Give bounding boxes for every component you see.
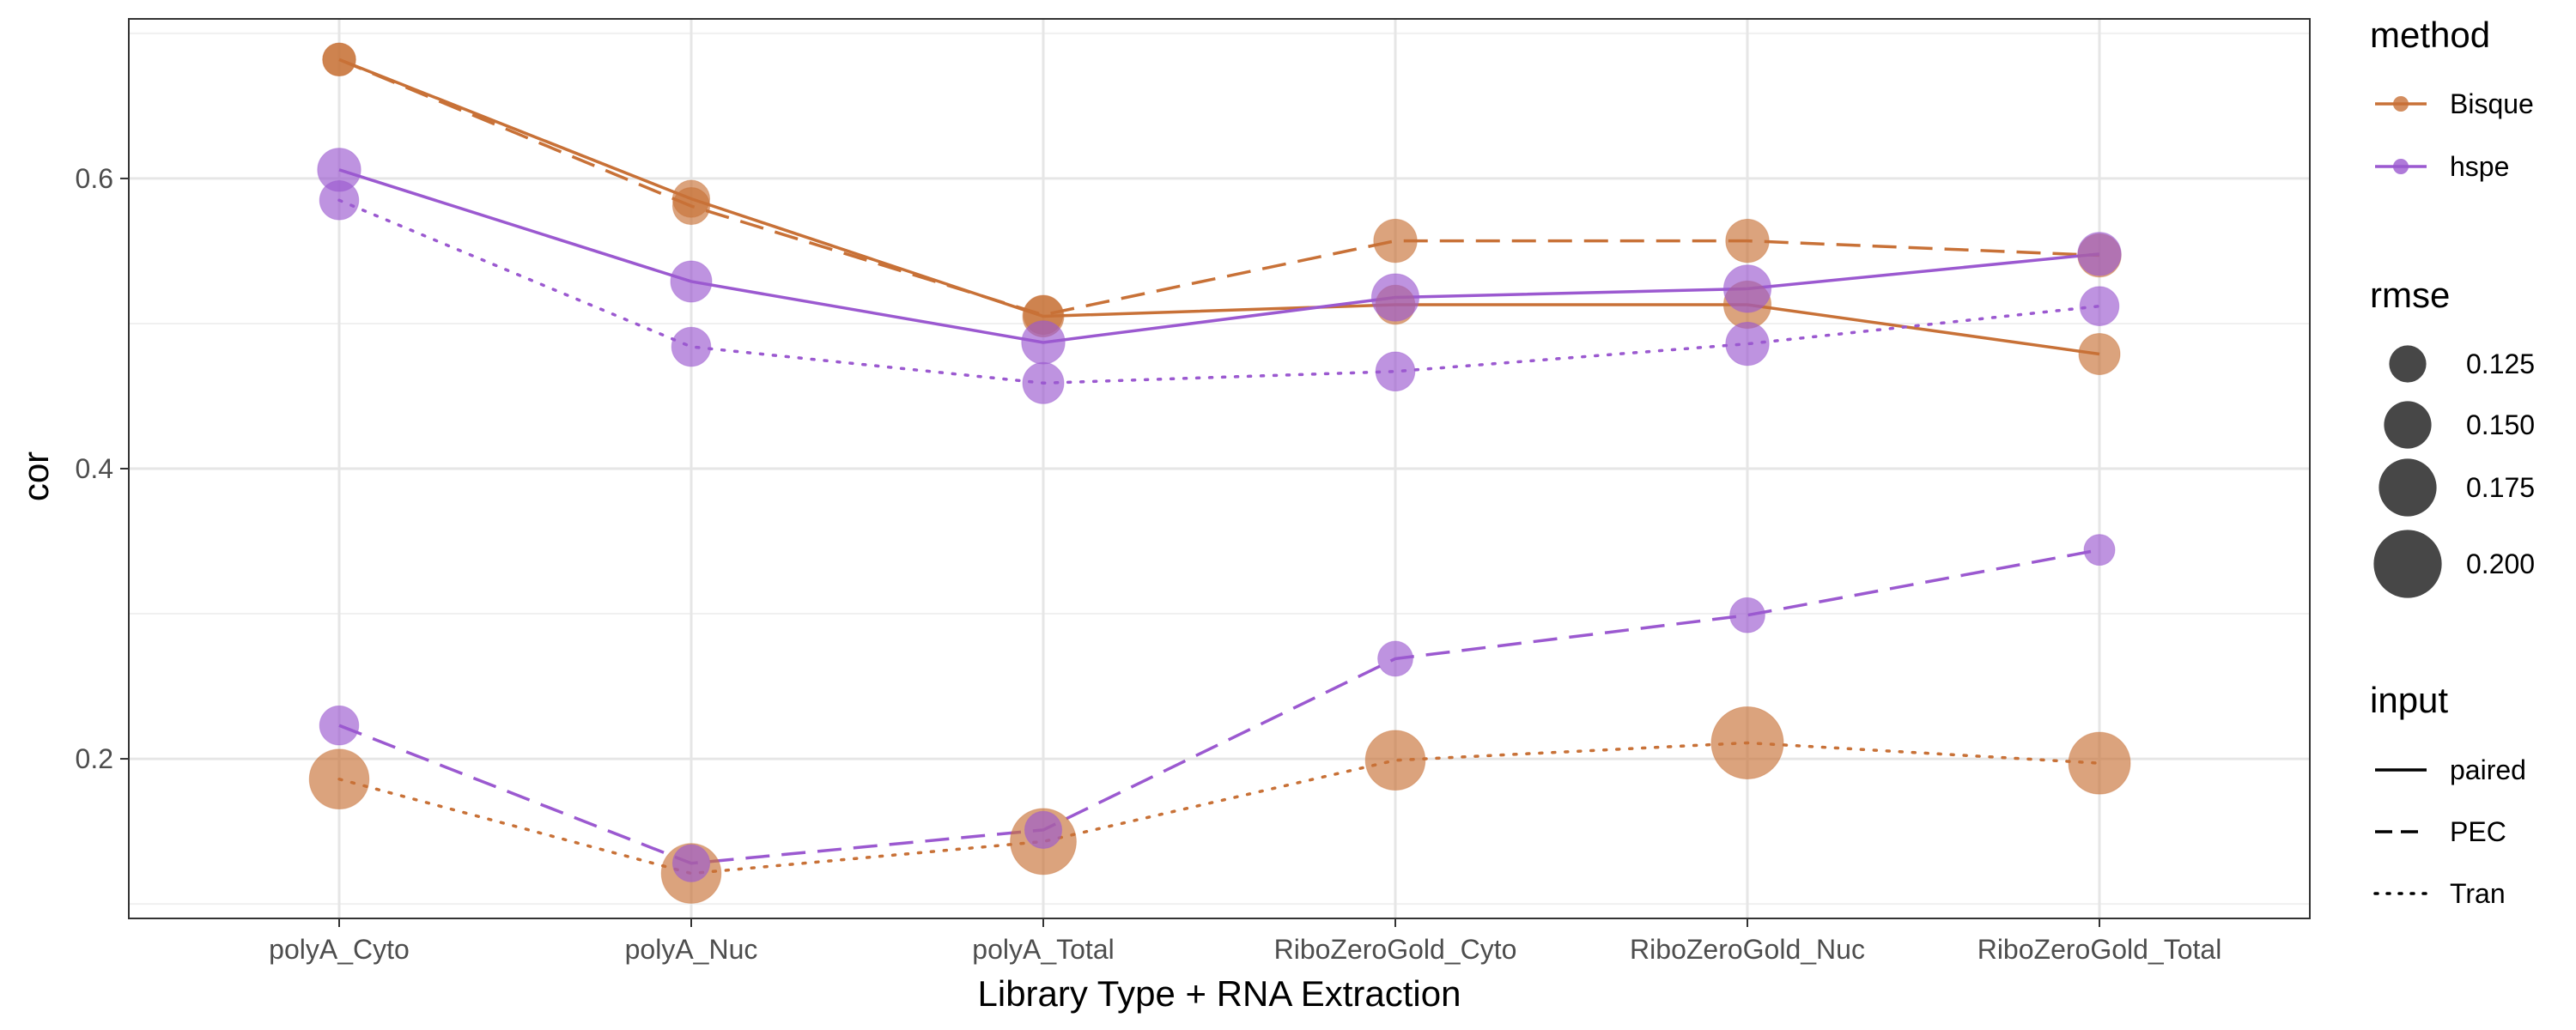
x-tick-label: polyA_Nuc [625, 934, 758, 965]
x-tick-label: polyA_Cyto [269, 934, 410, 965]
data-point [1024, 810, 1063, 849]
y-tick-label: 0.6 [76, 163, 113, 194]
data-point [319, 705, 360, 746]
data-point [1375, 351, 1416, 392]
legend-label: 0.200 [2466, 548, 2535, 579]
data-point [2079, 286, 2120, 326]
series-line-hspe-pec [338, 548, 2100, 865]
data-point [2068, 731, 2131, 795]
data-point [1373, 218, 1418, 264]
legend-label: paired [2450, 754, 2526, 785]
data-point [1022, 361, 1065, 404]
legend-title: method [2370, 15, 2490, 55]
series-line-hspe-paired [338, 168, 2100, 344]
legend-label: 0.175 [2466, 472, 2535, 503]
x-tick-label: polyA_Total [972, 934, 1114, 965]
y-axis-ticks: 0.2 0.4 0.6 [76, 163, 129, 774]
data-point [1370, 273, 1420, 322]
data-point [308, 748, 370, 810]
y-tick-label: 0.2 [76, 743, 113, 774]
x-axis-title: Library Type + RNA Extraction [978, 973, 1461, 1014]
series-line-bisque-paired [338, 58, 2100, 356]
legend-input: input paired PEC Tran [2370, 680, 2526, 909]
data-point [1377, 640, 1413, 677]
legend-size-point [2384, 401, 2432, 449]
data-point [1722, 264, 1772, 313]
legend-label: hspe [2450, 151, 2509, 182]
data-point [671, 844, 711, 882]
data-point [671, 186, 711, 226]
x-tick-label: RiboZeroGold_Nuc [1630, 934, 1865, 965]
legend-label: PEC [2450, 816, 2506, 847]
data-point [1710, 706, 1784, 779]
data-point [1725, 218, 1770, 264]
data-point [1729, 597, 1765, 633]
legend-size-point [2389, 345, 2427, 383]
x-tick-label: RiboZeroGold_Total [1978, 934, 2222, 965]
data-point [2078, 332, 2121, 375]
legend-key-point [2393, 96, 2409, 112]
series-lines [337, 58, 2101, 876]
data-point [1725, 321, 1770, 367]
series-points [308, 42, 2131, 904]
data-point [670, 260, 713, 303]
y-tick-label: 0.4 [76, 453, 113, 484]
legend: method Bisque hspe rmse 0.125 0.150 0.175 0.200… [2370, 15, 2535, 909]
legend-key-point [2393, 159, 2409, 174]
data-point [671, 326, 712, 367]
legend-label: Tran [2450, 878, 2506, 909]
legend-size-point [2373, 530, 2442, 598]
legend-label: 0.150 [2466, 409, 2535, 440]
series-line-bisque-pec [338, 58, 2100, 317]
data-point [322, 42, 356, 77]
data-point [1021, 320, 1066, 365]
data-point [2083, 534, 2116, 566]
legend-method: method Bisque hspe [2370, 15, 2534, 182]
x-axis-ticks: polyA_Cyto polyA_Nuc polyA_Total RiboZeroGo… [269, 918, 2221, 965]
data-point [1364, 730, 1426, 791]
legend-label: 0.125 [2466, 348, 2535, 379]
legend-label: Bisque [2450, 88, 2534, 119]
legend-title: rmse [2370, 275, 2450, 315]
legend-title: input [2370, 680, 2448, 720]
legend-size-point [2379, 458, 2437, 517]
data-point [319, 179, 360, 221]
x-tick-label: RiboZeroGold_Cyto [1274, 934, 1517, 965]
data-point [2077, 232, 2122, 276]
legend-rmse: rmse 0.125 0.150 0.175 0.200 [2370, 275, 2535, 598]
y-axis-title: cor [15, 451, 56, 501]
